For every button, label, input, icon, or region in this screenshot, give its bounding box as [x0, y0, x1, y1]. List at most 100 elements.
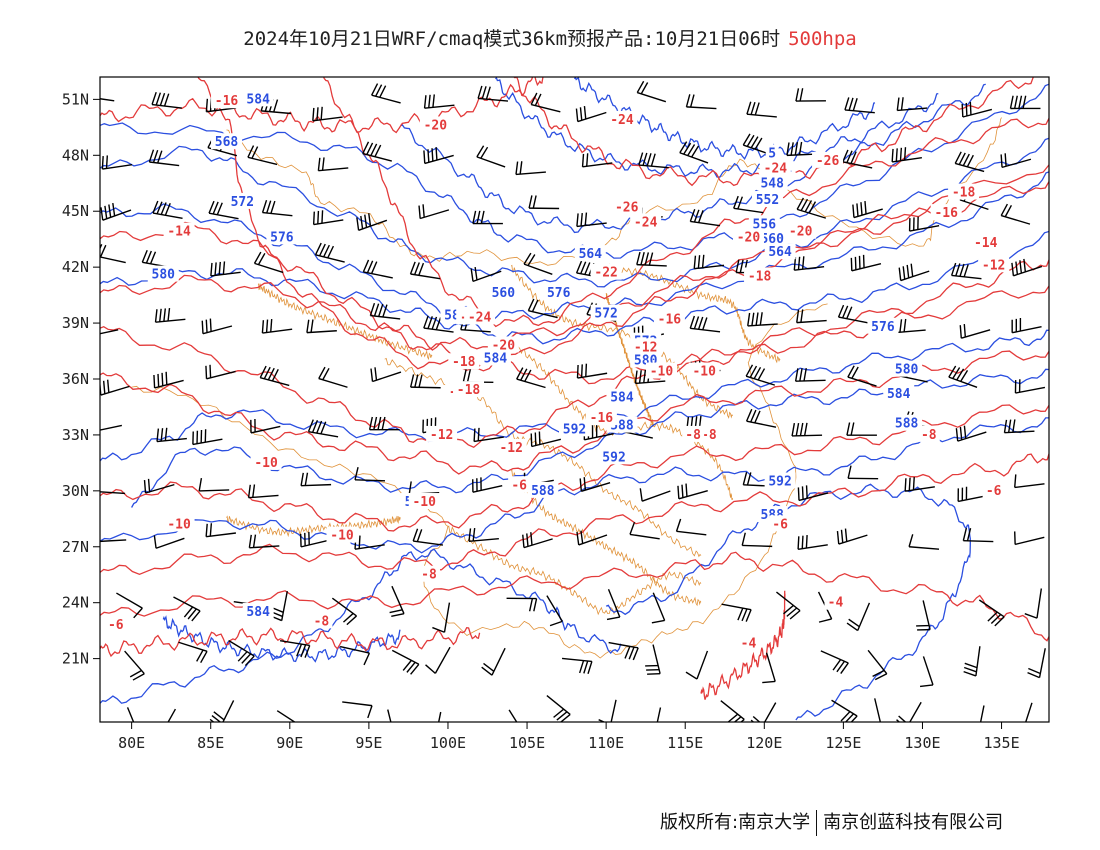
wind-barb [261, 319, 293, 334]
temperature-label-bg [759, 159, 791, 176]
temperature-label-bg [682, 425, 705, 442]
temperature-label: -22 [594, 266, 617, 281]
province-boundaries [131, 117, 1002, 659]
wind-barb [638, 152, 669, 169]
height-label-bg [559, 420, 590, 437]
temperature-label: -12 [982, 258, 1005, 273]
wind-barb [210, 261, 241, 277]
wind-barb [253, 251, 284, 274]
boundary-line [510, 469, 702, 607]
temperature-label: -26 [615, 200, 639, 215]
temperature-label-bg [645, 362, 677, 379]
wind-barb [167, 708, 177, 722]
wind-barb [837, 304, 869, 324]
wind-barb [312, 210, 344, 226]
lon-tick-label: 130E [904, 734, 940, 752]
temperature-label: -8 [701, 428, 717, 443]
wind-barb [124, 650, 145, 681]
wind-barb [153, 535, 185, 549]
boundary-line [226, 515, 401, 538]
wind-barb [746, 101, 777, 118]
wind-barb [409, 261, 441, 280]
wind-barb [720, 700, 745, 722]
wind-barb [677, 483, 708, 500]
height-label-bg [266, 228, 298, 245]
height-label-bg [590, 304, 622, 321]
temperature-label-bg [448, 353, 480, 370]
wind-barb [546, 695, 571, 722]
lon-tick-label: 100E [430, 734, 466, 752]
height-label-bg [867, 317, 899, 334]
height-label: 564 [768, 245, 792, 260]
wind-barb [156, 427, 187, 443]
temperature-label-bg [948, 183, 980, 200]
copyright-left: 版权所有:南京大学 [660, 812, 811, 833]
wind-barb [300, 472, 332, 487]
wind-barb [576, 212, 607, 228]
wind-barb [116, 592, 143, 619]
lat-tick-label: 39N [62, 314, 89, 332]
wind-barb [1000, 153, 1032, 169]
wind-barb [867, 649, 888, 681]
temperature-label: -12 [430, 428, 453, 443]
height-label: 584 [246, 605, 270, 620]
height-label-bg [242, 90, 274, 107]
wind-barb [842, 149, 873, 169]
wind-barb [750, 702, 777, 722]
temperature-label-bg [508, 476, 531, 493]
height-label: 576 [547, 286, 571, 301]
wind-barb [306, 319, 337, 334]
height-label-bg [756, 230, 788, 247]
temperature-label-bg [408, 493, 440, 510]
wind-barb [689, 208, 721, 227]
temperature-label: -6 [511, 478, 527, 493]
height-label-bg [764, 472, 796, 489]
pressure-level-label: 500hpa [788, 28, 857, 50]
lon-tick-label: 85E [197, 734, 224, 752]
wind-barbs [100, 80, 1046, 722]
temperature-label-bg [163, 222, 195, 239]
temperature-label: -8 [921, 428, 937, 443]
temperature-label-bg [769, 515, 792, 532]
wind-barb [793, 256, 825, 271]
temperature-label: -16 [934, 206, 958, 221]
boundary-line [131, 303, 828, 659]
wind-barb [1003, 419, 1035, 434]
boundary-line [257, 283, 433, 361]
temperature-label: -10 [330, 529, 354, 544]
wind-barb [794, 368, 826, 382]
temperature-label-bg [211, 92, 243, 109]
wind-barb [354, 467, 386, 482]
wind-barb [370, 367, 402, 383]
contour-labels: 584 568 572 576 580 588 584 576 572 580 584 588 592 5… [104, 90, 1010, 652]
wind-barb [151, 91, 182, 109]
temperature-label: -16 [215, 94, 239, 109]
height-label: 548 [760, 176, 784, 191]
height-label: 560 [492, 286, 516, 301]
height-label: 564 [579, 247, 603, 262]
lat-tick-label: 45N [62, 202, 89, 220]
wind-barb [636, 251, 667, 267]
temperature-label: -24 [468, 310, 492, 325]
wind-barb [908, 534, 940, 550]
wind-barb [820, 650, 849, 674]
wind-barb [959, 323, 991, 339]
temperature-label: -24 [764, 161, 788, 176]
wind-barb [342, 701, 373, 719]
height-label: 584 [484, 351, 508, 366]
wind-barb [437, 711, 442, 722]
wind-barb [1027, 648, 1046, 679]
wind-barb [362, 259, 393, 279]
lon-tick-label: 105E [509, 734, 545, 752]
height-label-bg [527, 481, 559, 498]
wind-barb [898, 263, 930, 282]
temperature-label: -24 [634, 215, 658, 230]
wind-barb [209, 700, 235, 722]
wind-barb [468, 527, 499, 543]
temperature-label: -24 [610, 113, 634, 128]
height-label-bg [606, 388, 638, 405]
temperature-label-bg [310, 612, 333, 629]
wind-barb [279, 640, 311, 658]
height-label-bg [756, 174, 788, 191]
